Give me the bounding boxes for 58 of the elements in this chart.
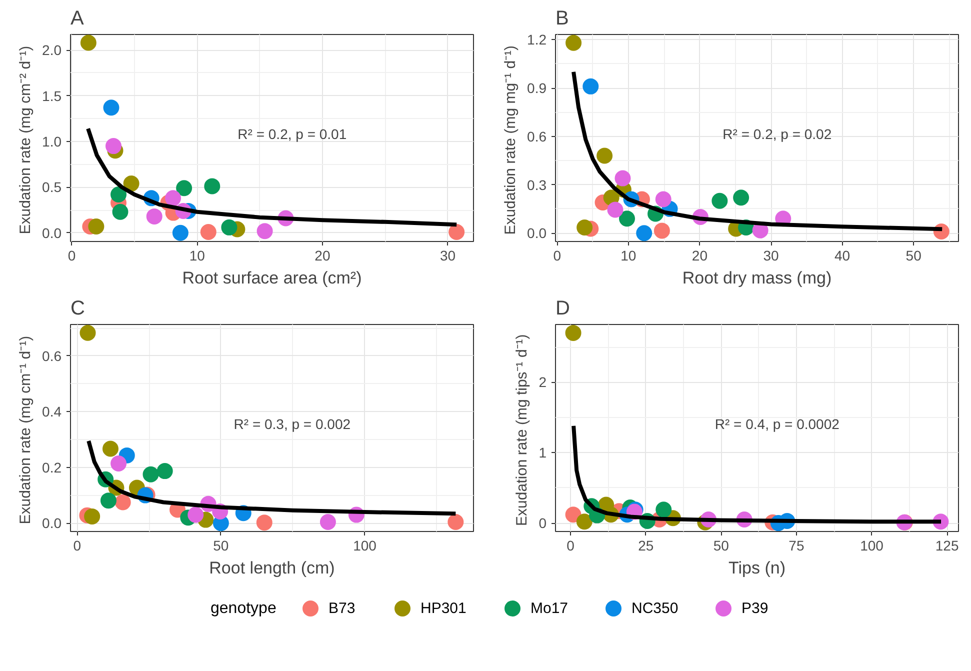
x-tick-label: 50 xyxy=(213,538,229,554)
x-tick-label: 125 xyxy=(935,538,959,554)
x-tick-label: 0 xyxy=(68,248,76,264)
x-tick-label: 50 xyxy=(713,538,730,554)
x-axis-title: Root surface area (cm²) xyxy=(182,268,362,288)
y-tick-label: 0.0 xyxy=(42,515,62,532)
y-axis-title: Exudation rate (mg cm⁻¹ d⁻¹) xyxy=(17,336,34,524)
x-tick-label: 50 xyxy=(906,248,922,264)
x-tick-label: 0 xyxy=(566,538,575,554)
legend-title: genotype xyxy=(210,600,276,617)
y-tick-label: 0.4 xyxy=(42,404,62,420)
y-tick-label: 0.0 xyxy=(527,225,547,242)
legend-label: HP301 xyxy=(420,600,466,617)
x-tick-label: 0 xyxy=(553,248,562,264)
annotation: R² = 0.3, p = 0.002 xyxy=(234,416,351,432)
legend-label: Mo17 xyxy=(530,600,568,617)
x-tick-label: 100 xyxy=(353,538,377,554)
x-tick-label: 20 xyxy=(692,248,708,264)
x-tick-label: 100 xyxy=(860,538,884,554)
x-tick-label: 0 xyxy=(73,538,82,554)
x-tick-label: 10 xyxy=(189,248,206,264)
y-tick-label: 1.5 xyxy=(42,88,62,104)
x-tick-label: 25 xyxy=(638,538,654,554)
legend-label: NC350 xyxy=(632,600,678,617)
y-axis-title: Exudation rate (mg tips⁻¹ d⁻¹) xyxy=(514,334,531,526)
y-tick-label: 0.6 xyxy=(527,128,547,144)
y-tick-label: 1 xyxy=(538,444,547,461)
x-axis-title: Root length (cm) xyxy=(209,558,335,578)
y-tick-label: 0 xyxy=(538,515,547,532)
legend-label: P39 xyxy=(742,600,768,617)
y-axis-title: Exudation rate (mg mg⁻¹ d⁻¹) xyxy=(502,45,520,235)
y-tick-label: 0.0 xyxy=(42,224,62,241)
chart-title: D xyxy=(556,298,570,320)
legend-label: B73 xyxy=(328,600,356,617)
x-tick-label: 30 xyxy=(440,248,456,264)
annotation: R² = 0.2, p = 0.01 xyxy=(238,126,347,142)
y-axis-title: Exudation rate (mg cm⁻² d⁻¹) xyxy=(17,46,34,234)
y-tick-label: 1.2 xyxy=(527,32,547,48)
y-tick-label: 0.6 xyxy=(42,348,62,364)
chart-title: C xyxy=(70,298,85,320)
annotation: R² = 0.2, p = 0.02 xyxy=(722,126,832,142)
x-tick-label: 30 xyxy=(763,248,780,264)
y-tick-label: 1.0 xyxy=(42,133,62,150)
x-tick-label: 75 xyxy=(788,538,804,554)
x-tick-label: 20 xyxy=(314,248,330,264)
y-tick-label: 0.3 xyxy=(527,176,547,193)
y-tick-label: 0.2 xyxy=(42,459,62,476)
y-tick-label: 0.9 xyxy=(527,80,547,96)
chart-title: B xyxy=(556,8,569,30)
y-tick-label: 2.0 xyxy=(42,42,62,58)
y-tick-label: 2 xyxy=(538,374,547,390)
annotation: R² = 0.4, p = 0.0002 xyxy=(714,416,840,432)
y-tick-label: 0.5 xyxy=(42,179,62,196)
chart-title: A xyxy=(70,8,84,30)
x-axis-title: Tips (n) xyxy=(728,558,786,578)
x-tick-label: 40 xyxy=(834,248,850,264)
x-axis-title: Root dry mass (mg) xyxy=(682,268,832,288)
x-tick-label: 10 xyxy=(620,248,636,264)
